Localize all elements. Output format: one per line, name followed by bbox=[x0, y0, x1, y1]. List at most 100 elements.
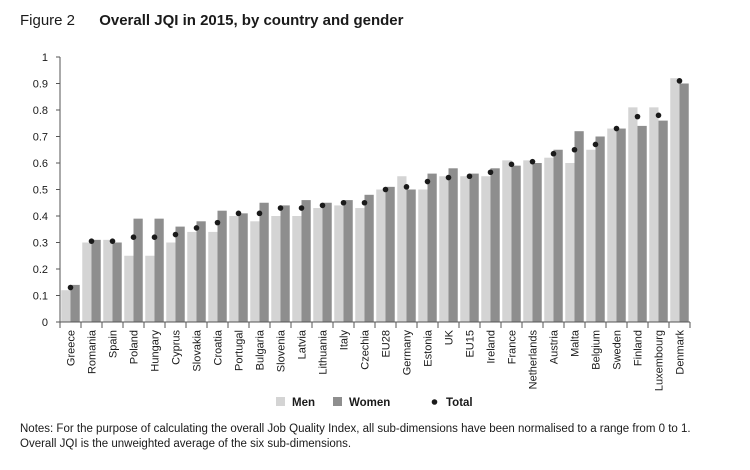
category-label: Hungary bbox=[150, 330, 162, 372]
bar-men bbox=[397, 176, 407, 322]
dot-total bbox=[277, 205, 284, 211]
category-label: Greece bbox=[66, 330, 78, 366]
bar-men bbox=[607, 128, 617, 322]
dot-total bbox=[655, 112, 662, 119]
dot-total bbox=[361, 199, 368, 206]
category-label: Sweden bbox=[612, 330, 624, 370]
bar-men bbox=[82, 242, 92, 322]
category-label: Austria bbox=[549, 329, 561, 364]
category-label: UK bbox=[444, 329, 456, 345]
category-label: EU28 bbox=[381, 330, 393, 358]
bar-men bbox=[418, 189, 428, 322]
jqi-bar-chart: 0 0.1 0.2 0.3 0.4 0.5 0.6 0.7 0.8 0.9 1 Greece Roman… bbox=[33, 52, 691, 409]
dot-total bbox=[529, 158, 536, 165]
bar-men bbox=[649, 107, 659, 322]
category-label: France bbox=[507, 330, 519, 364]
legend-label-total: Total bbox=[446, 397, 473, 409]
bar-men bbox=[208, 231, 218, 322]
bar-men bbox=[355, 208, 365, 322]
dot-total bbox=[550, 150, 557, 157]
y-tick-label: 0.9 bbox=[33, 79, 48, 91]
y-tick-label: 0.6 bbox=[33, 158, 48, 170]
bar-men bbox=[124, 255, 134, 322]
notes-line-2: Overall JQI is the unweighted average of… bbox=[20, 438, 352, 450]
bar-women bbox=[385, 186, 395, 322]
bar-men bbox=[565, 163, 575, 322]
dot-total bbox=[487, 169, 494, 176]
bar-women bbox=[196, 221, 206, 322]
category-label: Croatia bbox=[213, 329, 225, 365]
dot-total bbox=[214, 219, 221, 226]
figure-title: Figure 2 Overall JQI in 2015, by country… bbox=[20, 12, 403, 29]
chart-notes: Notes: For the purpose of calculating th… bbox=[20, 422, 735, 452]
bar-women bbox=[511, 165, 521, 322]
bar-men bbox=[61, 290, 71, 322]
bar-men bbox=[544, 157, 554, 322]
dot-total bbox=[319, 202, 326, 209]
category-label: Netherlands bbox=[528, 330, 540, 390]
bar-women bbox=[448, 168, 458, 322]
category-label: Belgium bbox=[591, 330, 603, 370]
figure-title-text: Overall JQI in 2015, by country and gend… bbox=[99, 12, 404, 29]
y-tick-label: 0.3 bbox=[33, 238, 48, 250]
bar-women bbox=[322, 202, 332, 322]
bar-women bbox=[154, 218, 164, 322]
dot-total bbox=[613, 125, 620, 132]
bar-men bbox=[292, 216, 302, 322]
category-label: EU15 bbox=[465, 330, 477, 358]
bar-women bbox=[490, 168, 500, 322]
category-label: Bulgaria bbox=[255, 329, 267, 370]
bar-women bbox=[259, 202, 269, 322]
bar-men bbox=[187, 231, 197, 322]
notes-line-1: Notes: For the purpose of calculating th… bbox=[20, 423, 691, 435]
category-label: Spain bbox=[108, 330, 120, 358]
bar-women bbox=[469, 173, 479, 322]
y-tick-label: 0.1 bbox=[33, 291, 48, 303]
y-tick-label: 0.2 bbox=[33, 264, 48, 276]
bar-women bbox=[658, 120, 668, 322]
bar-men bbox=[250, 221, 260, 322]
bar-women bbox=[238, 213, 248, 322]
figure-number: Figure 2 bbox=[20, 12, 76, 29]
category-label: Denmark bbox=[675, 330, 687, 375]
category-label: Germany bbox=[402, 330, 414, 376]
bar-women bbox=[133, 218, 143, 322]
category-label: Cyprus bbox=[171, 330, 183, 365]
bar-women bbox=[595, 136, 605, 322]
bar-men bbox=[523, 160, 533, 322]
bar-women bbox=[406, 189, 416, 322]
dot-total bbox=[340, 199, 347, 206]
bar-women bbox=[175, 226, 185, 322]
y-tick-label: 0.7 bbox=[33, 132, 48, 144]
dot-total bbox=[508, 161, 515, 168]
bar-men bbox=[103, 239, 113, 322]
bar-women bbox=[301, 200, 311, 322]
category-label: Luxembourg bbox=[654, 330, 666, 391]
dot-total bbox=[88, 238, 95, 244]
legend-swatch-men bbox=[276, 397, 285, 406]
dot-total bbox=[676, 78, 683, 84]
bar-men bbox=[313, 208, 323, 322]
legend-swatch-women bbox=[333, 397, 342, 406]
bar-men bbox=[670, 78, 680, 322]
category-label: Latvia bbox=[297, 329, 309, 359]
dot-total bbox=[67, 284, 74, 291]
bar-men bbox=[229, 216, 239, 322]
bar-women bbox=[637, 125, 647, 323]
bar-men bbox=[145, 255, 155, 322]
legend-swatch-total bbox=[431, 399, 438, 405]
bar-women bbox=[532, 163, 542, 322]
dot-total bbox=[445, 174, 452, 181]
bar-men bbox=[502, 160, 512, 322]
bar-women bbox=[574, 131, 584, 322]
bar-men bbox=[271, 216, 281, 322]
bar-women bbox=[364, 194, 374, 322]
bar-men bbox=[334, 205, 344, 322]
bar-women bbox=[616, 128, 626, 322]
y-tick-label: 0.5 bbox=[33, 185, 48, 197]
category-label: Estonia bbox=[423, 329, 435, 367]
y-tick-label: 0.8 bbox=[33, 105, 48, 117]
category-label: Italy bbox=[339, 330, 351, 351]
bar-men bbox=[439, 176, 449, 322]
bar-women bbox=[280, 205, 290, 322]
